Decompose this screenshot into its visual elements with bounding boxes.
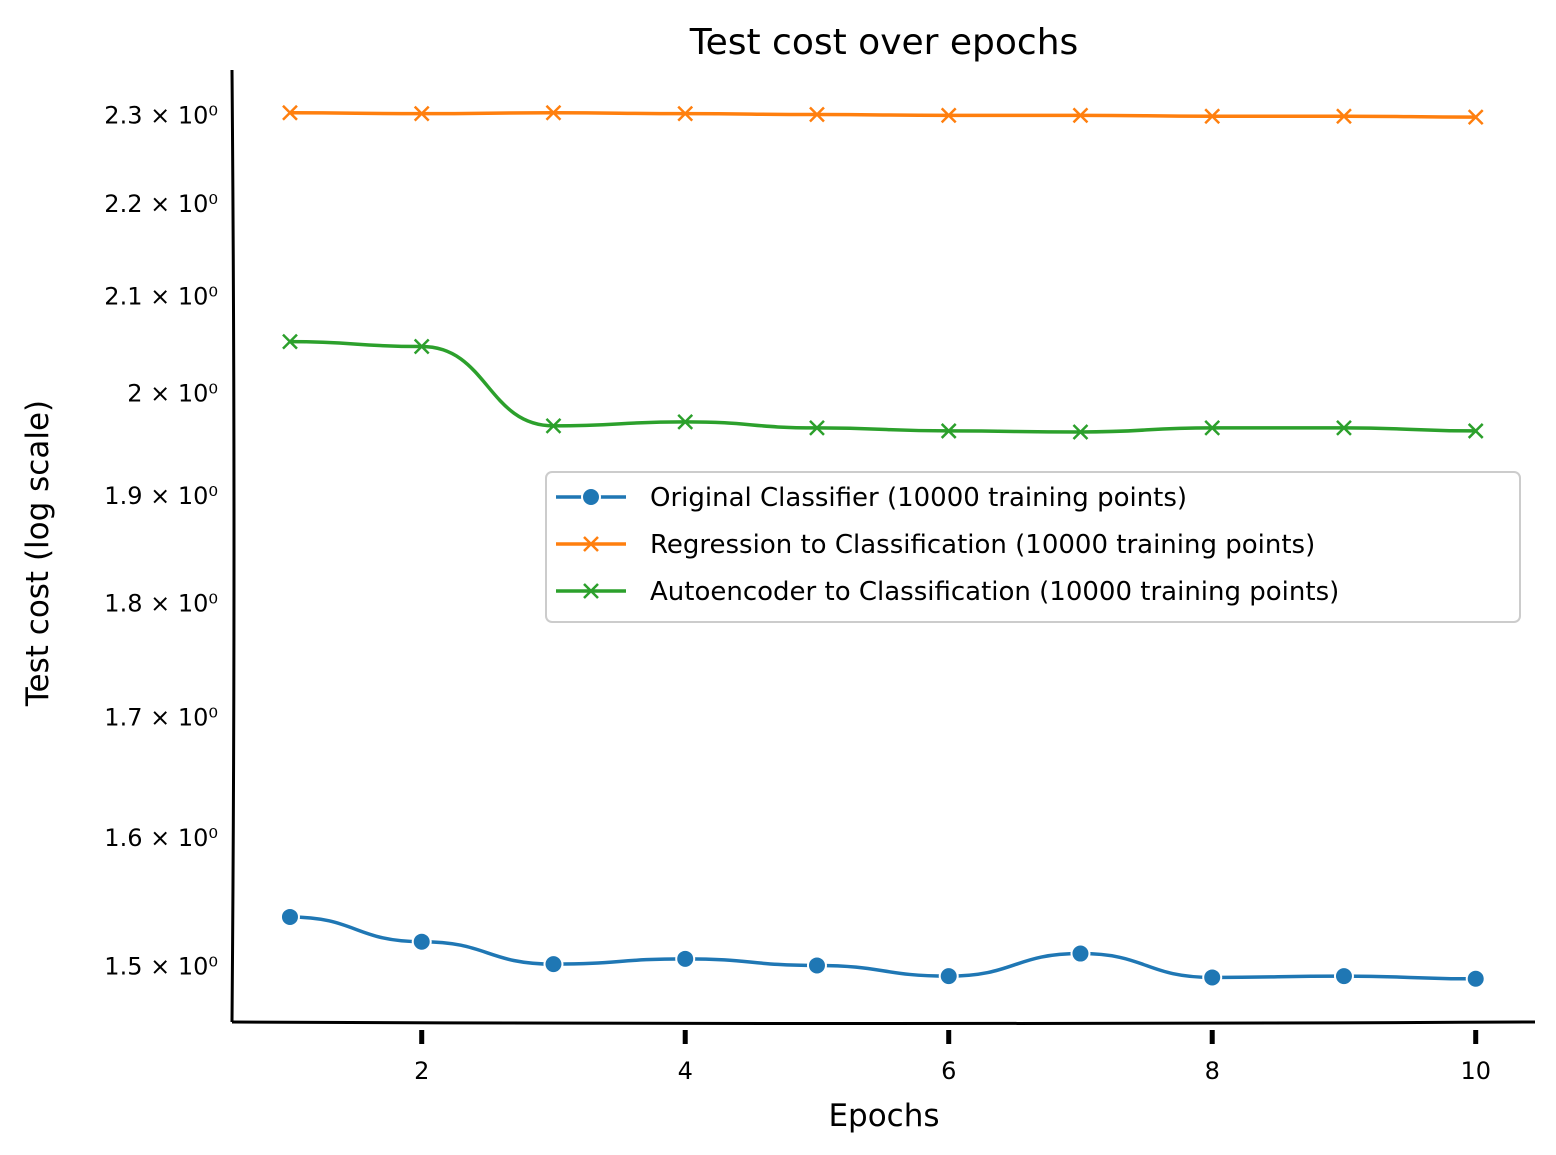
data-point <box>677 105 694 122</box>
legend-label: Autoencoder to Classification (10000 tra… <box>650 577 1339 607</box>
y-tick-label: 2.3 × 10⁰ <box>104 102 218 130</box>
chart-title: Test cost over epochs <box>689 22 1079 63</box>
legend-entry: Original Classifier (10000 training poin… <box>556 483 1187 513</box>
data-point <box>1336 420 1352 436</box>
series-0 <box>279 906 1486 989</box>
data-point <box>809 420 825 436</box>
data-point <box>806 955 827 976</box>
data-point <box>1072 424 1089 440</box>
data-point <box>282 104 298 121</box>
data-point <box>940 423 957 439</box>
legend-label: Regression to Classification (10000 trai… <box>650 530 1315 560</box>
data-point <box>677 413 694 430</box>
series-line <box>289 111 1476 119</box>
data-point <box>1204 420 1221 436</box>
series-1 <box>282 104 1484 125</box>
data-point <box>413 105 430 122</box>
y-axis-line <box>230 69 236 1023</box>
data-point <box>1465 968 1486 989</box>
data-point <box>675 948 696 969</box>
y-tick-label: 1.7 × 10⁰ <box>104 703 218 731</box>
legend-box <box>545 471 1521 623</box>
data-point <box>413 338 430 355</box>
y-tick-label: 1.9 × 10⁰ <box>104 482 218 510</box>
data-point <box>543 954 564 975</box>
y-tick-label: 1.8 × 10⁰ <box>104 589 218 617</box>
data-point <box>411 931 432 952</box>
y-tick-label: 1.6 × 10⁰ <box>104 824 218 852</box>
y-tick-label: 2.2 × 10⁰ <box>104 190 218 218</box>
y-tick-label: 2 × 10⁰ <box>127 380 218 408</box>
y-axis-label: Test cost (log scale) <box>20 400 56 707</box>
x-tick-label: 2 <box>414 1057 429 1085</box>
data-point <box>1204 108 1221 125</box>
data-point <box>809 106 825 123</box>
x-tick-label: 8 <box>1205 1057 1220 1085</box>
y-tick-label: 2.1 × 10⁰ <box>104 283 218 311</box>
data-point <box>545 417 562 434</box>
x-axis-label: Epochs <box>828 1098 939 1134</box>
legend-label: Original Classifier (10000 training poin… <box>650 483 1187 513</box>
data-point <box>282 333 298 350</box>
data-point <box>1467 423 1484 439</box>
data-point <box>940 107 957 124</box>
y-tick-label: 1.5 × 10⁰ <box>104 952 218 980</box>
data-point <box>279 906 300 927</box>
legend-entry: Regression to Classification (10000 trai… <box>556 530 1315 560</box>
x-tick-label: 4 <box>678 1057 693 1085</box>
data-point <box>1333 966 1354 987</box>
data-point <box>1336 108 1352 125</box>
data-point <box>583 536 599 552</box>
data-point <box>1467 109 1484 125</box>
data-point <box>938 966 959 987</box>
data-point <box>1070 943 1091 964</box>
data-point <box>581 487 601 507</box>
x-tick-label: 10 <box>1460 1057 1491 1085</box>
data-point <box>545 104 562 121</box>
data-point <box>583 583 599 599</box>
data-point <box>1072 107 1089 124</box>
x-tick-label: 6 <box>941 1057 956 1085</box>
legend: Original Classifier (10000 training poin… <box>545 471 1521 623</box>
legend-entry: Autoencoder to Classification (10000 tra… <box>556 577 1339 607</box>
series-line <box>289 339 1476 434</box>
series-2 <box>282 333 1484 440</box>
x-axis-line <box>231 1020 1536 1025</box>
series-line <box>289 915 1476 981</box>
data-point <box>1202 967 1223 988</box>
